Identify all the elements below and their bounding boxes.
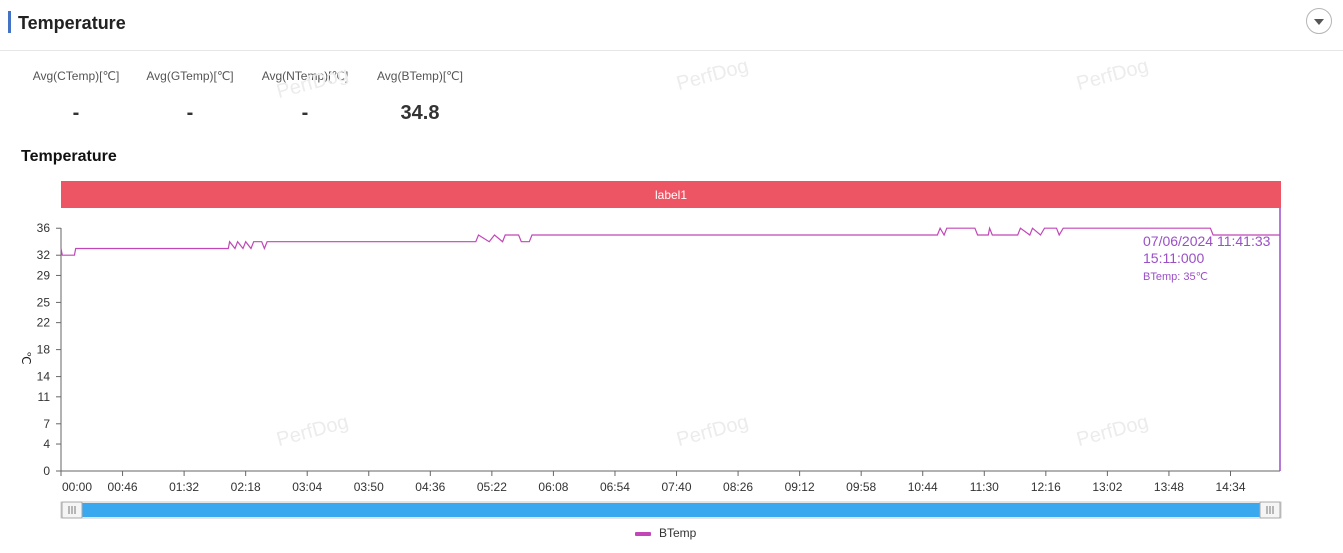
legend-swatch-btemp <box>635 531 651 536</box>
stat-label: Avg(CTemp)[℃] <box>32 69 120 83</box>
x-tick-label: 03:50 <box>354 480 384 494</box>
tooltip-series-name: BTemp <box>1143 271 1177 283</box>
stat-ctemp: Avg(CTemp)[℃] - <box>21 68 131 125</box>
stat-label: Avg(NTemp)[℃] <box>261 69 349 83</box>
y-tick-label: 14 <box>37 370 51 384</box>
x-tick-label: 00:46 <box>108 480 138 494</box>
x-tick-label: 12:16 <box>1031 480 1061 494</box>
x-tick-label: 02:18 <box>231 480 261 494</box>
tooltip-time: 15:11:000 <box>1143 250 1204 266</box>
x-tick-label: 01:32 <box>169 480 199 494</box>
header-accent-bar <box>8 11 11 33</box>
x-tick-label: 13:48 <box>1154 480 1184 494</box>
label-band-text: label1 <box>655 188 687 202</box>
x-tick-label: 09:12 <box>785 480 815 494</box>
label-band[interactable] <box>61 181 1281 208</box>
x-tick-label: 00:00 <box>62 480 92 494</box>
panel-header: Temperature <box>0 0 1343 51</box>
tooltip-date: 07/06/2024 11:41:33 <box>1143 233 1271 249</box>
y-axis-label: ℃ <box>19 351 33 364</box>
x-tick-label: 05:22 <box>477 480 507 494</box>
zoom-slider-handle-right[interactable] <box>1259 501 1281 519</box>
x-tick-label: 07:40 <box>662 480 692 494</box>
stat-label: Avg(GTemp)[℃] <box>146 69 234 83</box>
x-tick-label: 06:54 <box>600 480 630 494</box>
x-tick-label: 11:30 <box>970 480 999 494</box>
y-tick-label: 22 <box>37 316 51 330</box>
y-tick-label: 0 <box>43 464 50 478</box>
x-axis: 00:00 00:46 01:32 02:18 03:04 03:50 04:36 05:22… <box>60 470 1280 494</box>
stat-value: - <box>186 102 194 124</box>
x-tick-label: 13:02 <box>1092 480 1122 494</box>
tooltip-value: BTemp: 35℃ <box>1143 271 1208 283</box>
x-tick-label: 03:04 <box>292 480 322 494</box>
watermark: PerfDog <box>674 54 751 96</box>
y-tick-label: 11 <box>38 390 51 404</box>
collapse-button[interactable] <box>1306 8 1332 34</box>
stat-label: Avg(BTemp)[℃] <box>377 69 463 83</box>
stat-ntemp: Avg(NTemp)[℃] - <box>250 68 360 125</box>
stat-btemp: Avg(BTemp)[℃] 34.8 <box>365 68 475 125</box>
stat-gtemp: Avg(GTemp)[℃] - <box>135 68 245 125</box>
x-tick-label: 06:08 <box>538 480 568 494</box>
panel-title: Temperature <box>18 13 126 33</box>
chart-title: Temperature <box>21 148 117 165</box>
x-tick-label: 09:58 <box>846 480 876 494</box>
y-axis: 0 4 7 11 14 18 22 25 29 32 36 <box>37 221 62 478</box>
chevron-down-icon <box>1314 19 1324 25</box>
y-tick-label: 32 <box>37 248 51 262</box>
temperature-chart: label1 0 4 7 11 14 18 22 25 29 32 36 00:00 00:46 01:… <box>19 181 1282 519</box>
stat-value: - <box>301 102 309 124</box>
y-tick-label: 18 <box>37 343 51 357</box>
x-tick-label: 08:26 <box>723 480 753 494</box>
y-tick-label: 29 <box>37 268 51 282</box>
legend[interactable]: BTemp <box>635 526 696 540</box>
x-tick-label: 14:34 <box>1215 480 1245 494</box>
stat-value: - <box>72 102 80 124</box>
series-line-btemp <box>60 226 1280 256</box>
y-tick-label: 4 <box>43 437 50 451</box>
legend-label-btemp: BTemp <box>659 526 697 540</box>
watermark: PerfDog <box>1074 54 1151 96</box>
tooltip-series-value: 35℃ <box>1183 271 1208 283</box>
y-tick-label: 25 <box>37 295 51 309</box>
zoom-slider-range[interactable] <box>75 503 1267 517</box>
x-tick-label: 04:36 <box>415 480 445 494</box>
y-tick-label: 36 <box>37 221 51 235</box>
x-tick-label: 10:44 <box>908 480 938 494</box>
y-tick-label: 7 <box>43 417 50 431</box>
stat-value: 34.8 <box>400 102 440 124</box>
zoom-slider-handle-left[interactable] <box>61 501 83 519</box>
